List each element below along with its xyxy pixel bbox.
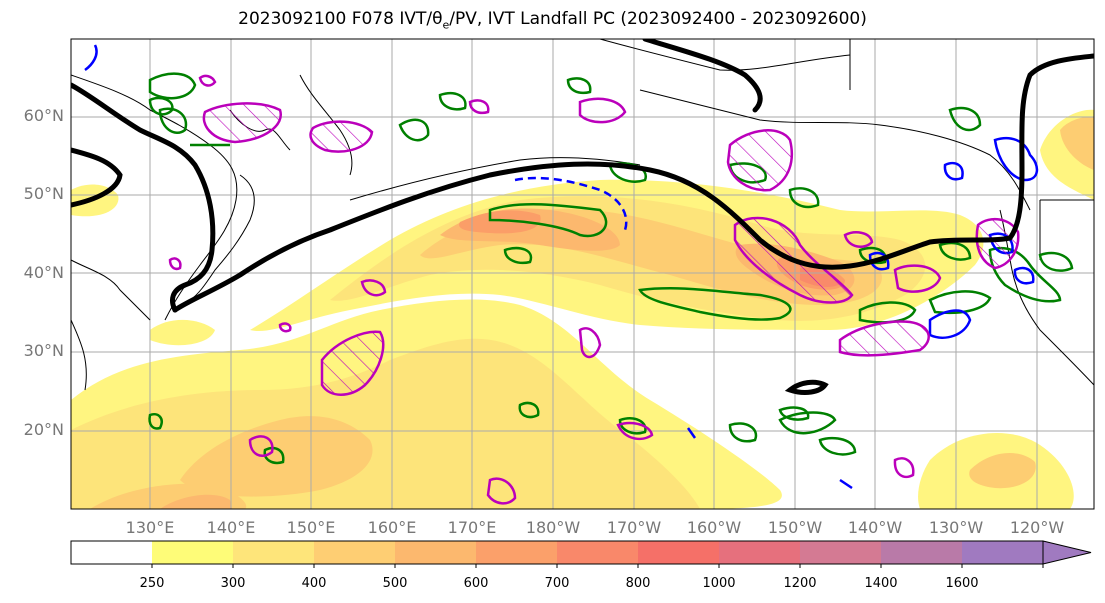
colorbar-bin bbox=[881, 541, 963, 564]
pv-small-loop bbox=[784, 379, 829, 395]
colorbar-label: 1200 bbox=[783, 576, 817, 591]
lat-label-60n: 60°N bbox=[23, 106, 64, 125]
lat-label-30n: 30°N bbox=[23, 341, 64, 360]
lon-label-160e: 160°E bbox=[367, 518, 417, 537]
colorbar-label: 400 bbox=[301, 576, 327, 591]
coast-asia bbox=[71, 74, 291, 391]
colorbar-bin bbox=[638, 541, 720, 564]
pv-alaska-arc bbox=[642, 39, 763, 113]
coast-aleutians bbox=[349, 157, 641, 201]
colorbar-bin bbox=[557, 541, 639, 564]
landfall-pc-contours bbox=[168, 74, 1020, 505]
colorbar-bin bbox=[71, 541, 153, 564]
map-frame bbox=[70, 38, 1095, 510]
pv-jet-line bbox=[172, 53, 1094, 313]
lon-label-140w: 140°W bbox=[847, 518, 903, 537]
colorbar bbox=[70, 540, 1092, 568]
coast-canada-border bbox=[849, 39, 1094, 260]
colorbar-label: 250 bbox=[139, 576, 165, 591]
ivt-400-southeast bbox=[969, 452, 1036, 489]
lon-label-160w: 160°W bbox=[686, 518, 742, 537]
lat-label-40n: 40°N bbox=[23, 263, 64, 282]
coast-alaska-top bbox=[599, 39, 851, 71]
colorbar-bin bbox=[800, 541, 882, 564]
lon-label-170w: 170°W bbox=[606, 518, 662, 537]
lon-label-120w: 120°W bbox=[1009, 518, 1065, 537]
colorbar-bin bbox=[152, 541, 234, 564]
figure-title: 2023092100 F078 IVT/θe/PV, IVT Landfall … bbox=[238, 9, 867, 32]
ivt-400-northeast bbox=[1060, 116, 1094, 170]
colorbar-label: 1000 bbox=[702, 576, 736, 591]
colorbar-bin bbox=[395, 541, 477, 564]
lon-label-150e: 150°E bbox=[286, 518, 336, 537]
colorbar-bin bbox=[476, 541, 558, 564]
colorbar-extend-arrow bbox=[1042, 540, 1092, 565]
colorbar-bin bbox=[719, 541, 801, 564]
ivt-600-band bbox=[459, 210, 541, 234]
colorbar-bin bbox=[233, 541, 315, 564]
coast-alaska bbox=[639, 89, 1031, 211]
colorbar-label: 500 bbox=[382, 576, 408, 591]
pv-siberia bbox=[71, 147, 123, 208]
coast-japan bbox=[189, 174, 255, 301]
pv-japan-loop bbox=[71, 82, 216, 313]
colorbar-label: 600 bbox=[463, 576, 489, 591]
lon-label-130e: 130°E bbox=[125, 518, 175, 537]
lat-label-50n: 50°N bbox=[23, 184, 64, 203]
colorbar-label: 800 bbox=[625, 576, 651, 591]
ivt-500-south bbox=[160, 494, 232, 509]
colorbar-label: 1400 bbox=[864, 576, 898, 591]
colorbar-label: 300 bbox=[220, 576, 246, 591]
lon-label-170e: 170°E bbox=[447, 518, 497, 537]
colorbar-bin bbox=[962, 541, 1044, 564]
ivt-250-blob-west bbox=[150, 319, 215, 346]
lon-label-180w: 180°W bbox=[525, 518, 581, 537]
theta-e-warm-contours bbox=[148, 72, 1074, 465]
pv-contours bbox=[71, 39, 1094, 395]
colorbar-label: 700 bbox=[544, 576, 570, 591]
ivt-400-subtropics bbox=[180, 416, 373, 497]
lon-label-140e: 140°E bbox=[206, 518, 256, 537]
colorbar-bin bbox=[314, 541, 396, 564]
lon-label-130w: 130°W bbox=[928, 518, 984, 537]
lon-label-150w: 150°W bbox=[767, 518, 823, 537]
colorbar-label: 1600 bbox=[945, 576, 979, 591]
lat-label-20n: 20°N bbox=[23, 420, 64, 439]
